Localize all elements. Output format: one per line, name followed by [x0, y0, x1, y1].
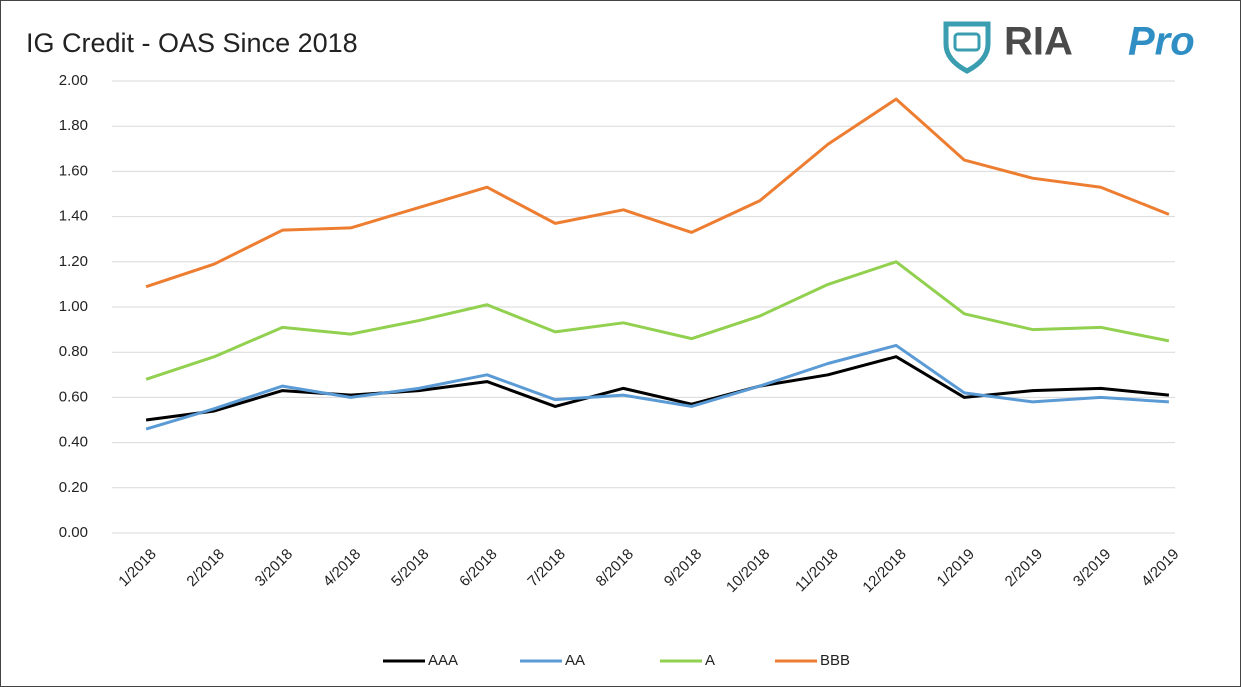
logo-bubble	[953, 32, 981, 52]
logo: RIA Pro	[943, 20, 1195, 74]
series-line	[145, 260, 1170, 381]
logo-accent: Pro	[1128, 20, 1195, 64]
y-tick-label: 0.20	[59, 479, 88, 496]
y-tick-label: 1.80	[59, 117, 88, 134]
legend-label: BBB	[820, 652, 850, 669]
legend-label: AAA	[428, 652, 458, 669]
y-tick-label: 0.80	[59, 343, 88, 360]
y-tick-label: 2.00	[59, 72, 88, 89]
logo-text: RIA	[1004, 20, 1073, 64]
legend-label: AA	[565, 652, 585, 669]
logo-shield	[943, 21, 991, 74]
y-tick-label: 1.60	[59, 162, 88, 179]
y-tick-label: 0.60	[59, 388, 88, 405]
series-line	[145, 97, 1170, 289]
y-tick-label: 0.40	[59, 434, 88, 451]
legend-label: A	[705, 652, 715, 669]
y-tick-label: 1.00	[59, 298, 88, 315]
chart-title: IG Credit - OAS Since 2018	[26, 28, 358, 58]
y-tick-label: 1.20	[59, 253, 88, 270]
series-line	[145, 343, 1170, 431]
y-tick-label: 0.00	[59, 524, 88, 541]
y-tick-label: 1.40	[59, 208, 88, 225]
